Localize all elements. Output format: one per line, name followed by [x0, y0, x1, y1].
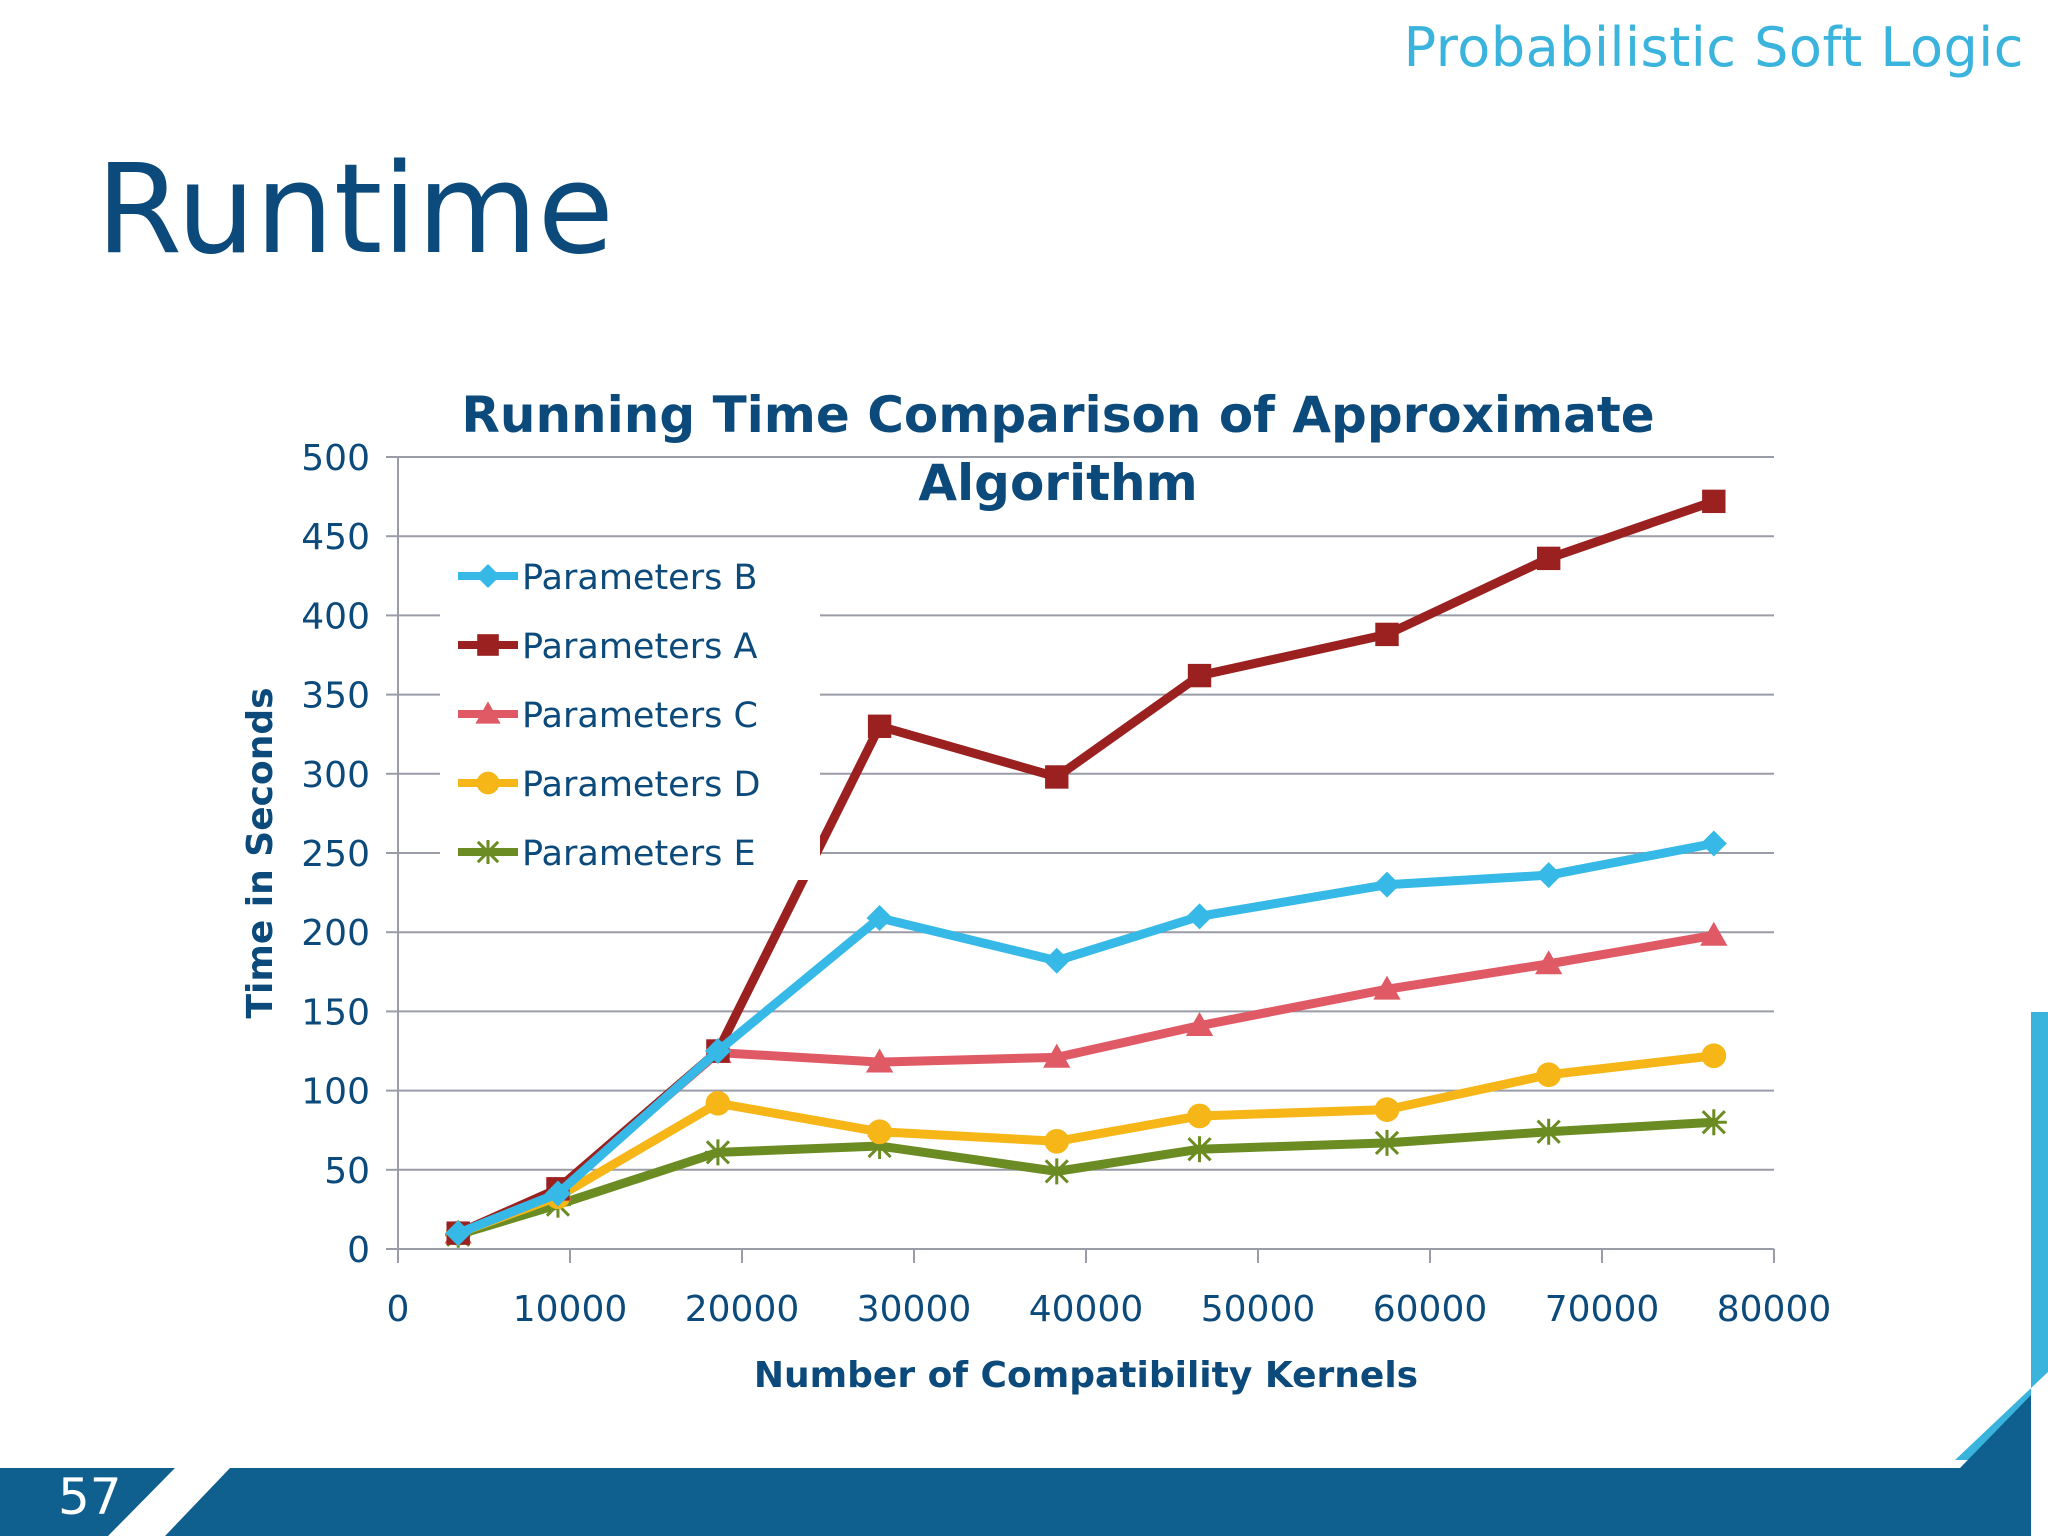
- legend-label: Parameters A: [522, 627, 757, 667]
- data-point: [1700, 830, 1727, 857]
- data-point: [867, 714, 892, 738]
- data-point: [704, 1139, 731, 1166]
- x-tick-label: 80000: [1717, 1289, 1832, 1330]
- legend-item: Parameters A: [458, 627, 757, 667]
- series-parameters-c: [444, 921, 1728, 1244]
- data-point: [1536, 1062, 1562, 1088]
- chart-title-line: Algorithm: [918, 454, 1197, 512]
- data-point: [445, 1220, 472, 1247]
- legend-label: Parameters D: [522, 765, 760, 805]
- data-point: [1702, 489, 1726, 514]
- y-axis-title: Time in Seconds: [240, 687, 281, 1018]
- data-point: [1043, 1043, 1071, 1068]
- chart-axes: [386, 456, 1775, 1263]
- y-tick-label: 0: [347, 1230, 370, 1271]
- data-point: [1535, 862, 1562, 889]
- data-point: [1044, 1128, 1070, 1154]
- data-point: [1535, 1118, 1562, 1145]
- series-parameters-b: [445, 830, 1727, 1247]
- legend-marker: [476, 771, 500, 795]
- legend-label: Parameters E: [522, 834, 756, 874]
- data-point: [1374, 1129, 1400, 1156]
- x-axis-title: Number of Compatibility Kernels: [754, 1355, 1418, 1396]
- x-tick-label: 10000: [513, 1289, 628, 1330]
- legend-item: Parameters E: [458, 834, 756, 874]
- data-point: [1187, 663, 1212, 688]
- data-point: [1187, 1103, 1212, 1129]
- y-tick-label: 400: [301, 596, 370, 637]
- y-tick-label: 500: [301, 438, 370, 479]
- series-parameters-d: [445, 1043, 1727, 1246]
- data-point: [1186, 903, 1213, 930]
- data-point: [1186, 1136, 1213, 1163]
- x-tick-label: 30000: [857, 1289, 972, 1330]
- legend-marker: [476, 564, 500, 588]
- data-point: [866, 904, 893, 931]
- data-point: [1043, 947, 1070, 974]
- legend-item: Parameters B: [458, 558, 757, 598]
- data-point: [1700, 921, 1728, 946]
- chart-title-line: Running Time Comparison of Approximate: [461, 386, 1654, 444]
- x-tick-label: 60000: [1373, 1289, 1488, 1330]
- data-point: [865, 1048, 894, 1073]
- data-point: [1045, 765, 1069, 789]
- data-point: [867, 1119, 892, 1145]
- x-tick-label: 50000: [1201, 1289, 1316, 1330]
- data-point: [1535, 950, 1563, 975]
- x-tick-label: 70000: [1545, 1289, 1660, 1330]
- chart-legend: Parameters B Parameters A Parameters C Para…: [440, 540, 820, 880]
- data-point: [1536, 546, 1561, 571]
- data-point: [1701, 1043, 1727, 1069]
- x-tick-label: 20000: [685, 1289, 800, 1330]
- y-tick-label: 350: [301, 676, 370, 717]
- data-point: [1700, 1109, 1727, 1136]
- legend-marker: [477, 634, 499, 656]
- data-point: [544, 1180, 571, 1207]
- legend-item: Parameters D: [458, 765, 760, 805]
- chart-grid: [398, 456, 1774, 1171]
- footer-band-dark: [165, 1395, 2031, 1536]
- chart-texts: 0 50 100 150 200 250 300 350 400 450 500 0 10000 2000…: [240, 386, 1831, 1396]
- y-tick-label: 300: [301, 755, 370, 796]
- legend-label: Parameters C: [522, 696, 758, 736]
- y-tick-label: 50: [324, 1151, 370, 1192]
- legend-marker: [475, 701, 501, 724]
- page-number: 57: [58, 1468, 122, 1526]
- data-point: [1043, 1158, 1070, 1185]
- series-parameters-e: [445, 1109, 1727, 1248]
- data-point: [1373, 975, 1401, 1000]
- data-point: [1185, 1012, 1214, 1037]
- y-tick-label: 450: [301, 517, 370, 558]
- y-tick-label: 150: [301, 992, 370, 1033]
- legend-marker: [476, 840, 500, 864]
- series-line: [453, 1051, 1719, 1238]
- data-point: [705, 1090, 731, 1116]
- x-tick-label: 0: [387, 1289, 410, 1330]
- legend-label: Parameters B: [522, 558, 757, 598]
- y-tick-label: 250: [301, 834, 370, 875]
- footer-decoration: [0, 1012, 2048, 1536]
- legend-item: Parameters C: [458, 696, 758, 736]
- x-tick-label: 40000: [1029, 1289, 1144, 1330]
- data-point: [704, 1038, 731, 1064]
- data-point: [1374, 871, 1400, 898]
- data-point: [1374, 1097, 1400, 1122]
- page-number-tab: [0, 1468, 175, 1536]
- brand-label: Probabilistic Soft Logic: [1403, 16, 2024, 79]
- y-tick-label: 100: [301, 1072, 370, 1113]
- chart-plot-area: [444, 489, 1728, 1248]
- slide-title: Runtime: [96, 138, 614, 282]
- data-point: [1375, 622, 1399, 647]
- y-tick-label: 200: [301, 913, 370, 954]
